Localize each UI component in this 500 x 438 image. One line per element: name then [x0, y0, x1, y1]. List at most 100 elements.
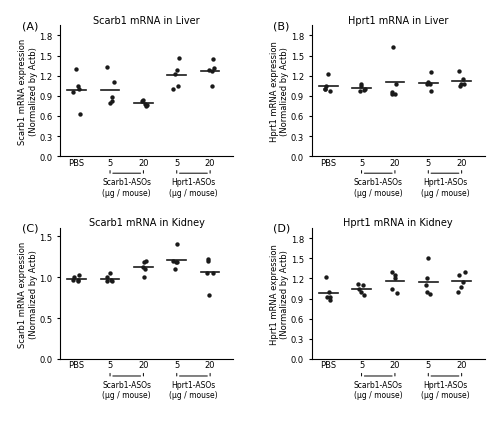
Point: [206, 292, 214, 299]
Point: [456, 83, 464, 90]
Point: [392, 290, 400, 297]
Point: [454, 272, 462, 279]
Point: [210, 56, 218, 63]
Point: [360, 292, 368, 299]
Text: Hprt1-ASOs
(μg / mouse): Hprt1-ASOs (μg / mouse): [169, 380, 218, 399]
Point: [357, 289, 365, 296]
Point: [326, 294, 334, 301]
Point: [171, 266, 179, 273]
Point: [172, 259, 180, 266]
Point: [204, 258, 212, 265]
Point: [208, 68, 216, 75]
Point: [427, 88, 435, 95]
Point: [205, 67, 213, 74]
Y-axis label: Scarb1 mRNA expression
(Normalized by Actb): Scarb1 mRNA expression (Normalized by Ac…: [18, 39, 38, 145]
Point: [72, 66, 80, 73]
Point: [208, 83, 216, 90]
Text: (C): (C): [22, 223, 38, 233]
Point: [390, 276, 398, 283]
Text: (B): (B): [274, 21, 289, 31]
Point: [320, 86, 328, 93]
Point: [170, 71, 178, 78]
Point: [359, 282, 367, 289]
Point: [354, 281, 362, 288]
Point: [74, 276, 82, 283]
Title: Hprt1 mRNA in Kidney: Hprt1 mRNA in Kidney: [344, 218, 453, 228]
Point: [139, 98, 147, 105]
Point: [392, 81, 400, 88]
Point: [322, 274, 330, 281]
Point: [74, 83, 82, 90]
Point: [424, 276, 432, 283]
Point: [460, 81, 468, 88]
Point: [210, 65, 218, 72]
Point: [458, 279, 466, 286]
Point: [76, 111, 84, 118]
Point: [173, 241, 181, 248]
Point: [173, 259, 181, 266]
Point: [322, 83, 330, 90]
Point: [143, 102, 151, 109]
Point: [106, 270, 114, 277]
Point: [169, 258, 177, 265]
Point: [139, 264, 147, 271]
Point: [68, 276, 76, 283]
Point: [424, 80, 432, 87]
Point: [209, 270, 217, 277]
Point: [423, 81, 431, 88]
Point: [426, 291, 434, 298]
Point: [462, 268, 469, 276]
Point: [388, 286, 396, 293]
Point: [326, 88, 334, 95]
Point: [422, 289, 430, 296]
Point: [140, 101, 148, 108]
Point: [110, 80, 118, 87]
Point: [170, 86, 177, 93]
Point: [70, 90, 78, 97]
Text: Hprt1-ASOs
(μg / mouse): Hprt1-ASOs (μg / mouse): [169, 178, 218, 197]
Text: Scarb1-ASOs
(μg / mouse): Scarb1-ASOs (μg / mouse): [354, 178, 403, 197]
Point: [103, 278, 111, 285]
Title: Hprt1 mRNA in Liver: Hprt1 mRNA in Liver: [348, 15, 448, 25]
Point: [426, 81, 434, 88]
Point: [140, 274, 148, 281]
Point: [176, 55, 184, 62]
Point: [390, 92, 398, 99]
Text: Hprt1-ASOs
(μg / mouse): Hprt1-ASOs (μg / mouse): [420, 380, 470, 399]
Text: (A): (A): [22, 21, 38, 31]
Point: [70, 274, 78, 281]
Point: [322, 86, 330, 93]
Point: [454, 289, 462, 296]
Point: [456, 283, 464, 290]
Point: [142, 258, 150, 265]
Point: [424, 255, 432, 262]
Text: Scarb1-ASOs
(μg / mouse): Scarb1-ASOs (μg / mouse): [354, 380, 403, 399]
Point: [360, 88, 368, 95]
Point: [356, 81, 364, 88]
Point: [142, 103, 150, 110]
Title: Scarb1 mRNA in Kidney: Scarb1 mRNA in Kidney: [89, 218, 204, 228]
Point: [106, 276, 114, 283]
Text: Hprt1-ASOs
(μg / mouse): Hprt1-ASOs (μg / mouse): [420, 178, 470, 197]
Point: [138, 99, 146, 106]
Point: [324, 289, 332, 296]
Point: [108, 99, 116, 106]
Point: [106, 100, 114, 107]
Y-axis label: Scarb1 mRNA expression
(Normalized by Actb): Scarb1 mRNA expression (Normalized by Ac…: [18, 241, 38, 347]
Point: [75, 272, 83, 279]
Text: (D): (D): [274, 223, 290, 233]
Point: [388, 44, 396, 51]
Point: [74, 278, 82, 285]
Point: [455, 68, 463, 75]
Point: [140, 259, 148, 266]
Point: [202, 270, 210, 277]
Point: [358, 83, 366, 90]
Point: [388, 91, 396, 98]
Point: [391, 272, 399, 279]
Point: [388, 90, 396, 97]
Point: [103, 274, 111, 281]
Point: [174, 83, 182, 90]
Point: [355, 286, 363, 293]
Title: Scarb1 mRNA in Liver: Scarb1 mRNA in Liver: [94, 15, 200, 25]
Point: [322, 293, 330, 300]
